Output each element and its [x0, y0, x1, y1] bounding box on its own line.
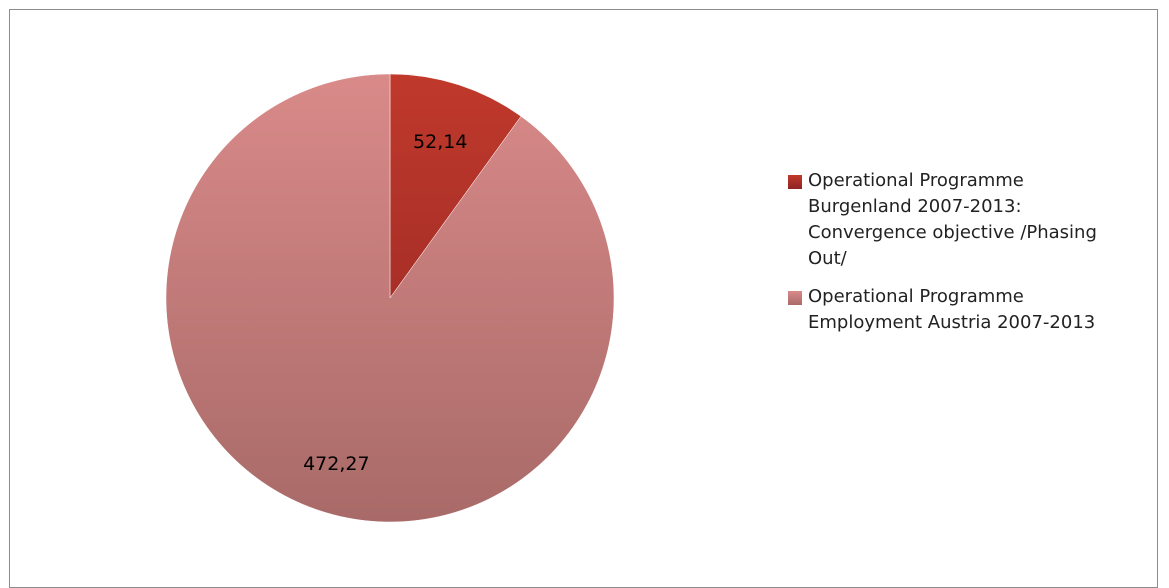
data-label-burgenland: 52,14 [413, 131, 467, 153]
data-label-employment-austria: 472,27 [303, 453, 369, 475]
legend: Operational Programme Burgenland 2007-20… [788, 168, 1128, 348]
legend-swatch-burgenland [788, 175, 802, 189]
legend-item-employment-austria: Operational Programme Employment Austria… [788, 284, 1128, 336]
pie-slice-employment-austria [165, 73, 615, 523]
legend-label-employment-austria: Operational Programme Employment Austria… [808, 286, 1096, 333]
pie-slice-burgenland [389, 73, 522, 299]
legend-label-burgenland: Operational Programme Burgenland 2007-20… [808, 170, 1097, 269]
pie-data-labels: 52,14 472,27 [303, 131, 467, 475]
legend-item-burgenland: Operational Programme Burgenland 2007-20… [788, 168, 1128, 272]
pie-slices [165, 73, 615, 523]
legend-swatch-employment-austria [788, 291, 802, 305]
